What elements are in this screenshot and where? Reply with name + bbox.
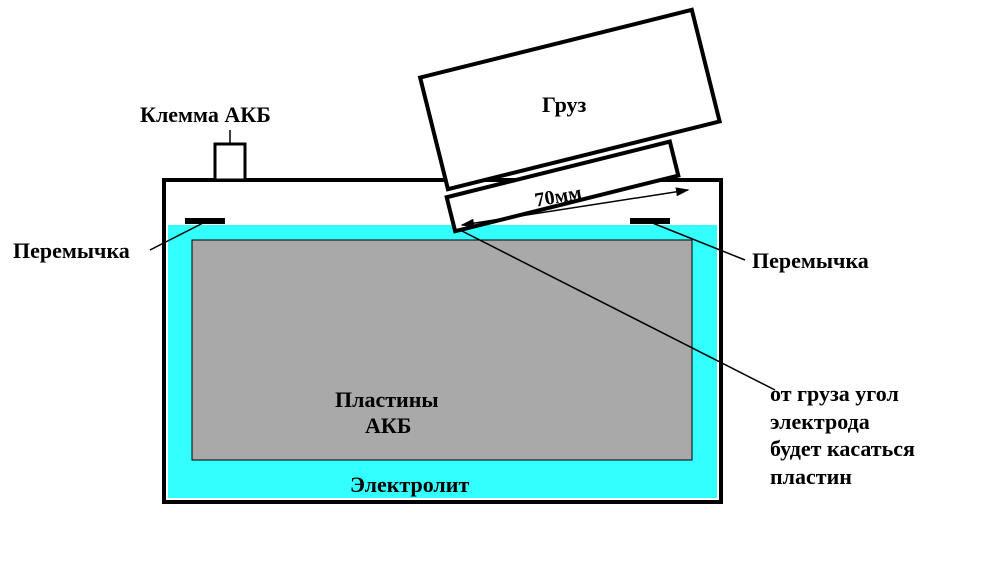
label-note: от груза угол электрода будет касаться п… bbox=[770, 380, 915, 490]
label-terminal: Клемма АКБ bbox=[140, 102, 271, 128]
left-jumper bbox=[185, 218, 225, 224]
diagram-svg bbox=[0, 0, 1008, 579]
label-jumper-right: Перемычка bbox=[752, 248, 869, 274]
label-jumper-left: Перемычка bbox=[13, 238, 130, 264]
battery-terminal bbox=[215, 144, 245, 180]
label-plates-line1: Пластины bbox=[335, 387, 439, 413]
diagram-canvas: Клемма АКБ Груз 70мм Перемычка Перемычка… bbox=[0, 0, 1008, 579]
plates-block bbox=[192, 240, 692, 460]
label-electrolyte: Электролит bbox=[350, 472, 469, 498]
label-weight: Груз bbox=[542, 92, 586, 118]
right-jumper bbox=[630, 218, 670, 224]
label-plates-line2: АКБ bbox=[365, 413, 411, 439]
